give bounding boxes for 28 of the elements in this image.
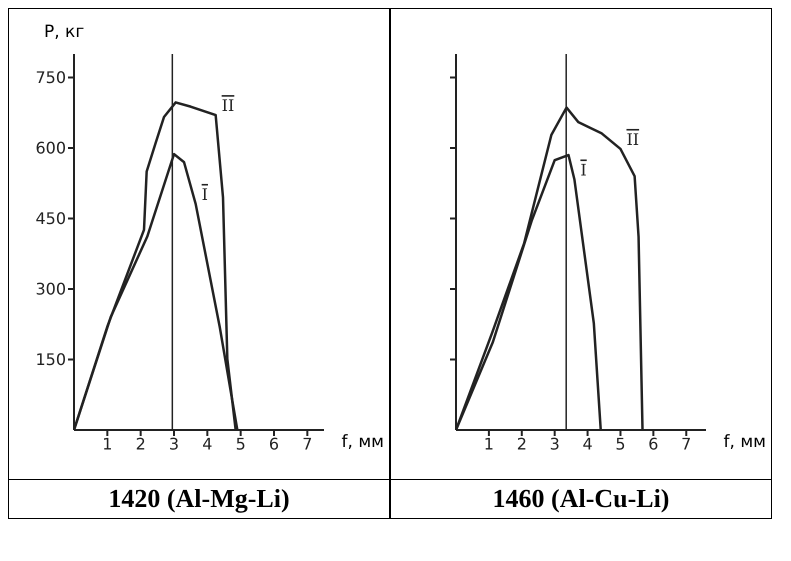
text: 1460 (Al-Cu-Li): [391, 479, 771, 518]
series-label: II: [626, 130, 640, 149]
x-tick-label: 6: [268, 434, 280, 454]
x-tick-label: 2: [516, 434, 527, 454]
series-label: I: [580, 160, 587, 180]
x-tick-label: 5: [615, 434, 626, 454]
x-tick-label: 6: [648, 434, 658, 454]
x-tick-label: 3: [550, 434, 560, 454]
text: 1420 (Al-Mg-Li): [9, 479, 389, 518]
y-tick-label: 150: [35, 350, 66, 370]
x-tick-label: 7: [681, 434, 692, 454]
y-tick-label: 600: [35, 138, 66, 158]
x-tick-label: 5: [236, 434, 246, 454]
x-tick-label: 1: [484, 434, 494, 454]
y-tick-label: 750: [35, 68, 66, 88]
x-tick-label: 1: [102, 434, 112, 454]
y-tick-label: 450: [35, 209, 66, 228]
x-tick-label: 7: [302, 434, 312, 454]
x-tick-label: 3: [168, 434, 180, 454]
series-label: II: [222, 96, 234, 116]
x-tick-label: 4: [582, 434, 593, 454]
x-tick-label: 4: [202, 434, 212, 454]
y-axis-title: P, кг: [44, 22, 84, 42]
series-label: I: [202, 184, 208, 204]
y-tick-label: 300: [35, 280, 66, 299]
x-axis-title: f, мм: [724, 432, 766, 452]
x-tick-label: 2: [136, 434, 146, 454]
x-axis-title: f, мм: [342, 432, 384, 452]
